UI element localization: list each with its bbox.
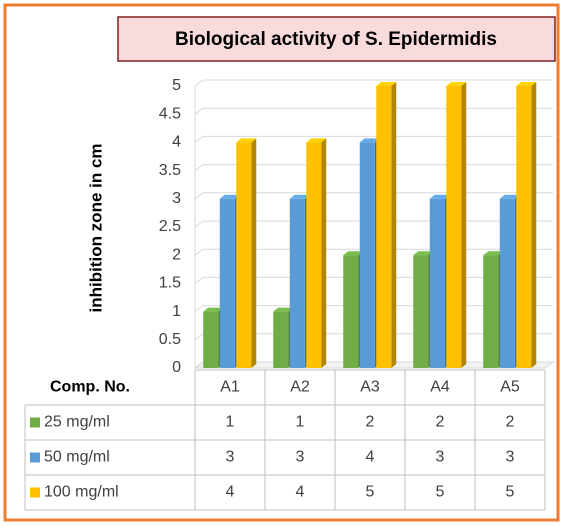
chart-title: Biological activity of S. Epidermidis — [175, 29, 497, 50]
grid-line-side — [194, 361, 204, 369]
bar-top — [219, 194, 240, 199]
grid-line-side — [194, 164, 204, 172]
bar-top — [516, 82, 537, 86]
table-header: Comp. No. — [50, 379, 130, 396]
bar-top — [359, 138, 380, 143]
bar — [219, 198, 235, 368]
bar-top — [306, 138, 327, 143]
legend-swatch — [30, 487, 40, 498]
x-tick-label: A3 — [360, 379, 380, 396]
legend-label: 100 mg/ml — [44, 484, 119, 501]
bar-side — [391, 82, 397, 368]
bar — [203, 311, 219, 368]
bar — [273, 311, 289, 368]
y-axis-label: inhibition zone in cm — [86, 143, 105, 312]
y-tick-label: 2 — [172, 246, 181, 263]
bar — [359, 142, 375, 368]
bar — [413, 255, 429, 368]
bar — [236, 142, 252, 368]
legend-swatch — [30, 417, 40, 428]
x-tick-label: A2 — [290, 379, 310, 396]
table-value: 3 — [436, 449, 445, 466]
legend-swatch — [30, 452, 40, 463]
table-value: 5 — [506, 484, 515, 501]
table-value: 3 — [296, 449, 305, 466]
y-tick-label: 3 — [172, 190, 181, 207]
table-value: 2 — [436, 414, 445, 431]
bar — [306, 142, 322, 368]
bar-top — [343, 251, 364, 256]
y-tick-label: 3.5 — [159, 162, 181, 179]
x-tick-label: A5 — [500, 379, 520, 396]
bar — [446, 86, 462, 368]
y-tick-label: 4.5 — [159, 105, 181, 122]
bar — [376, 86, 392, 368]
table-value: 2 — [506, 414, 515, 431]
table-value: 2 — [366, 414, 375, 431]
y-tick-label: 0 — [172, 359, 181, 376]
x-tick-label: A4 — [430, 379, 450, 396]
bar-side — [251, 138, 257, 368]
legend-label: 25 mg/ml — [44, 414, 110, 431]
bar-top — [203, 307, 224, 312]
bar — [343, 255, 359, 368]
bar-top — [289, 194, 310, 199]
table-value: 4 — [296, 484, 305, 501]
grid-line-side — [194, 79, 204, 87]
grid-line-side — [194, 276, 204, 284]
grid-line-side — [194, 192, 204, 200]
table-value: 3 — [506, 449, 515, 466]
bar-top — [236, 138, 257, 143]
y-tick-label: 5 — [172, 77, 181, 94]
legend-label: 50 mg/ml — [44, 449, 110, 466]
bar-top — [273, 307, 294, 312]
y-tick-label: 4 — [172, 134, 181, 151]
y-tick-label: 1 — [172, 303, 181, 320]
bar-top — [376, 82, 397, 86]
table-value: 5 — [436, 484, 445, 501]
grid-line-side — [194, 248, 204, 256]
grid-line-side — [194, 107, 204, 115]
grid-line-side — [194, 220, 204, 228]
y-tick-label: 2.5 — [159, 218, 181, 235]
bar-side — [321, 138, 327, 368]
table-value: 5 — [366, 484, 375, 501]
bar-top — [483, 251, 504, 256]
table-value: 1 — [226, 414, 235, 431]
bar-top — [413, 251, 434, 256]
grid-line-side — [194, 135, 204, 143]
y-tick-label: 0.5 — [159, 331, 181, 348]
grid-line-side — [194, 333, 204, 341]
bar-side — [531, 82, 537, 368]
table-value: 3 — [226, 449, 235, 466]
bar — [429, 198, 445, 368]
table-value: 1 — [296, 414, 305, 431]
title-box — [117, 16, 556, 62]
y-tick-label: 1.5 — [159, 275, 181, 292]
bar-top — [499, 194, 520, 199]
bar-top — [429, 194, 450, 199]
x-tick-label: A1 — [220, 379, 240, 396]
bar-top — [446, 82, 467, 86]
bar — [516, 86, 532, 368]
bar — [483, 255, 499, 368]
grid-line-side — [194, 305, 204, 313]
bar — [499, 198, 515, 368]
table-value: 4 — [226, 484, 235, 501]
bar — [289, 198, 305, 368]
bar-side — [461, 82, 467, 368]
table-value: 4 — [366, 449, 375, 466]
